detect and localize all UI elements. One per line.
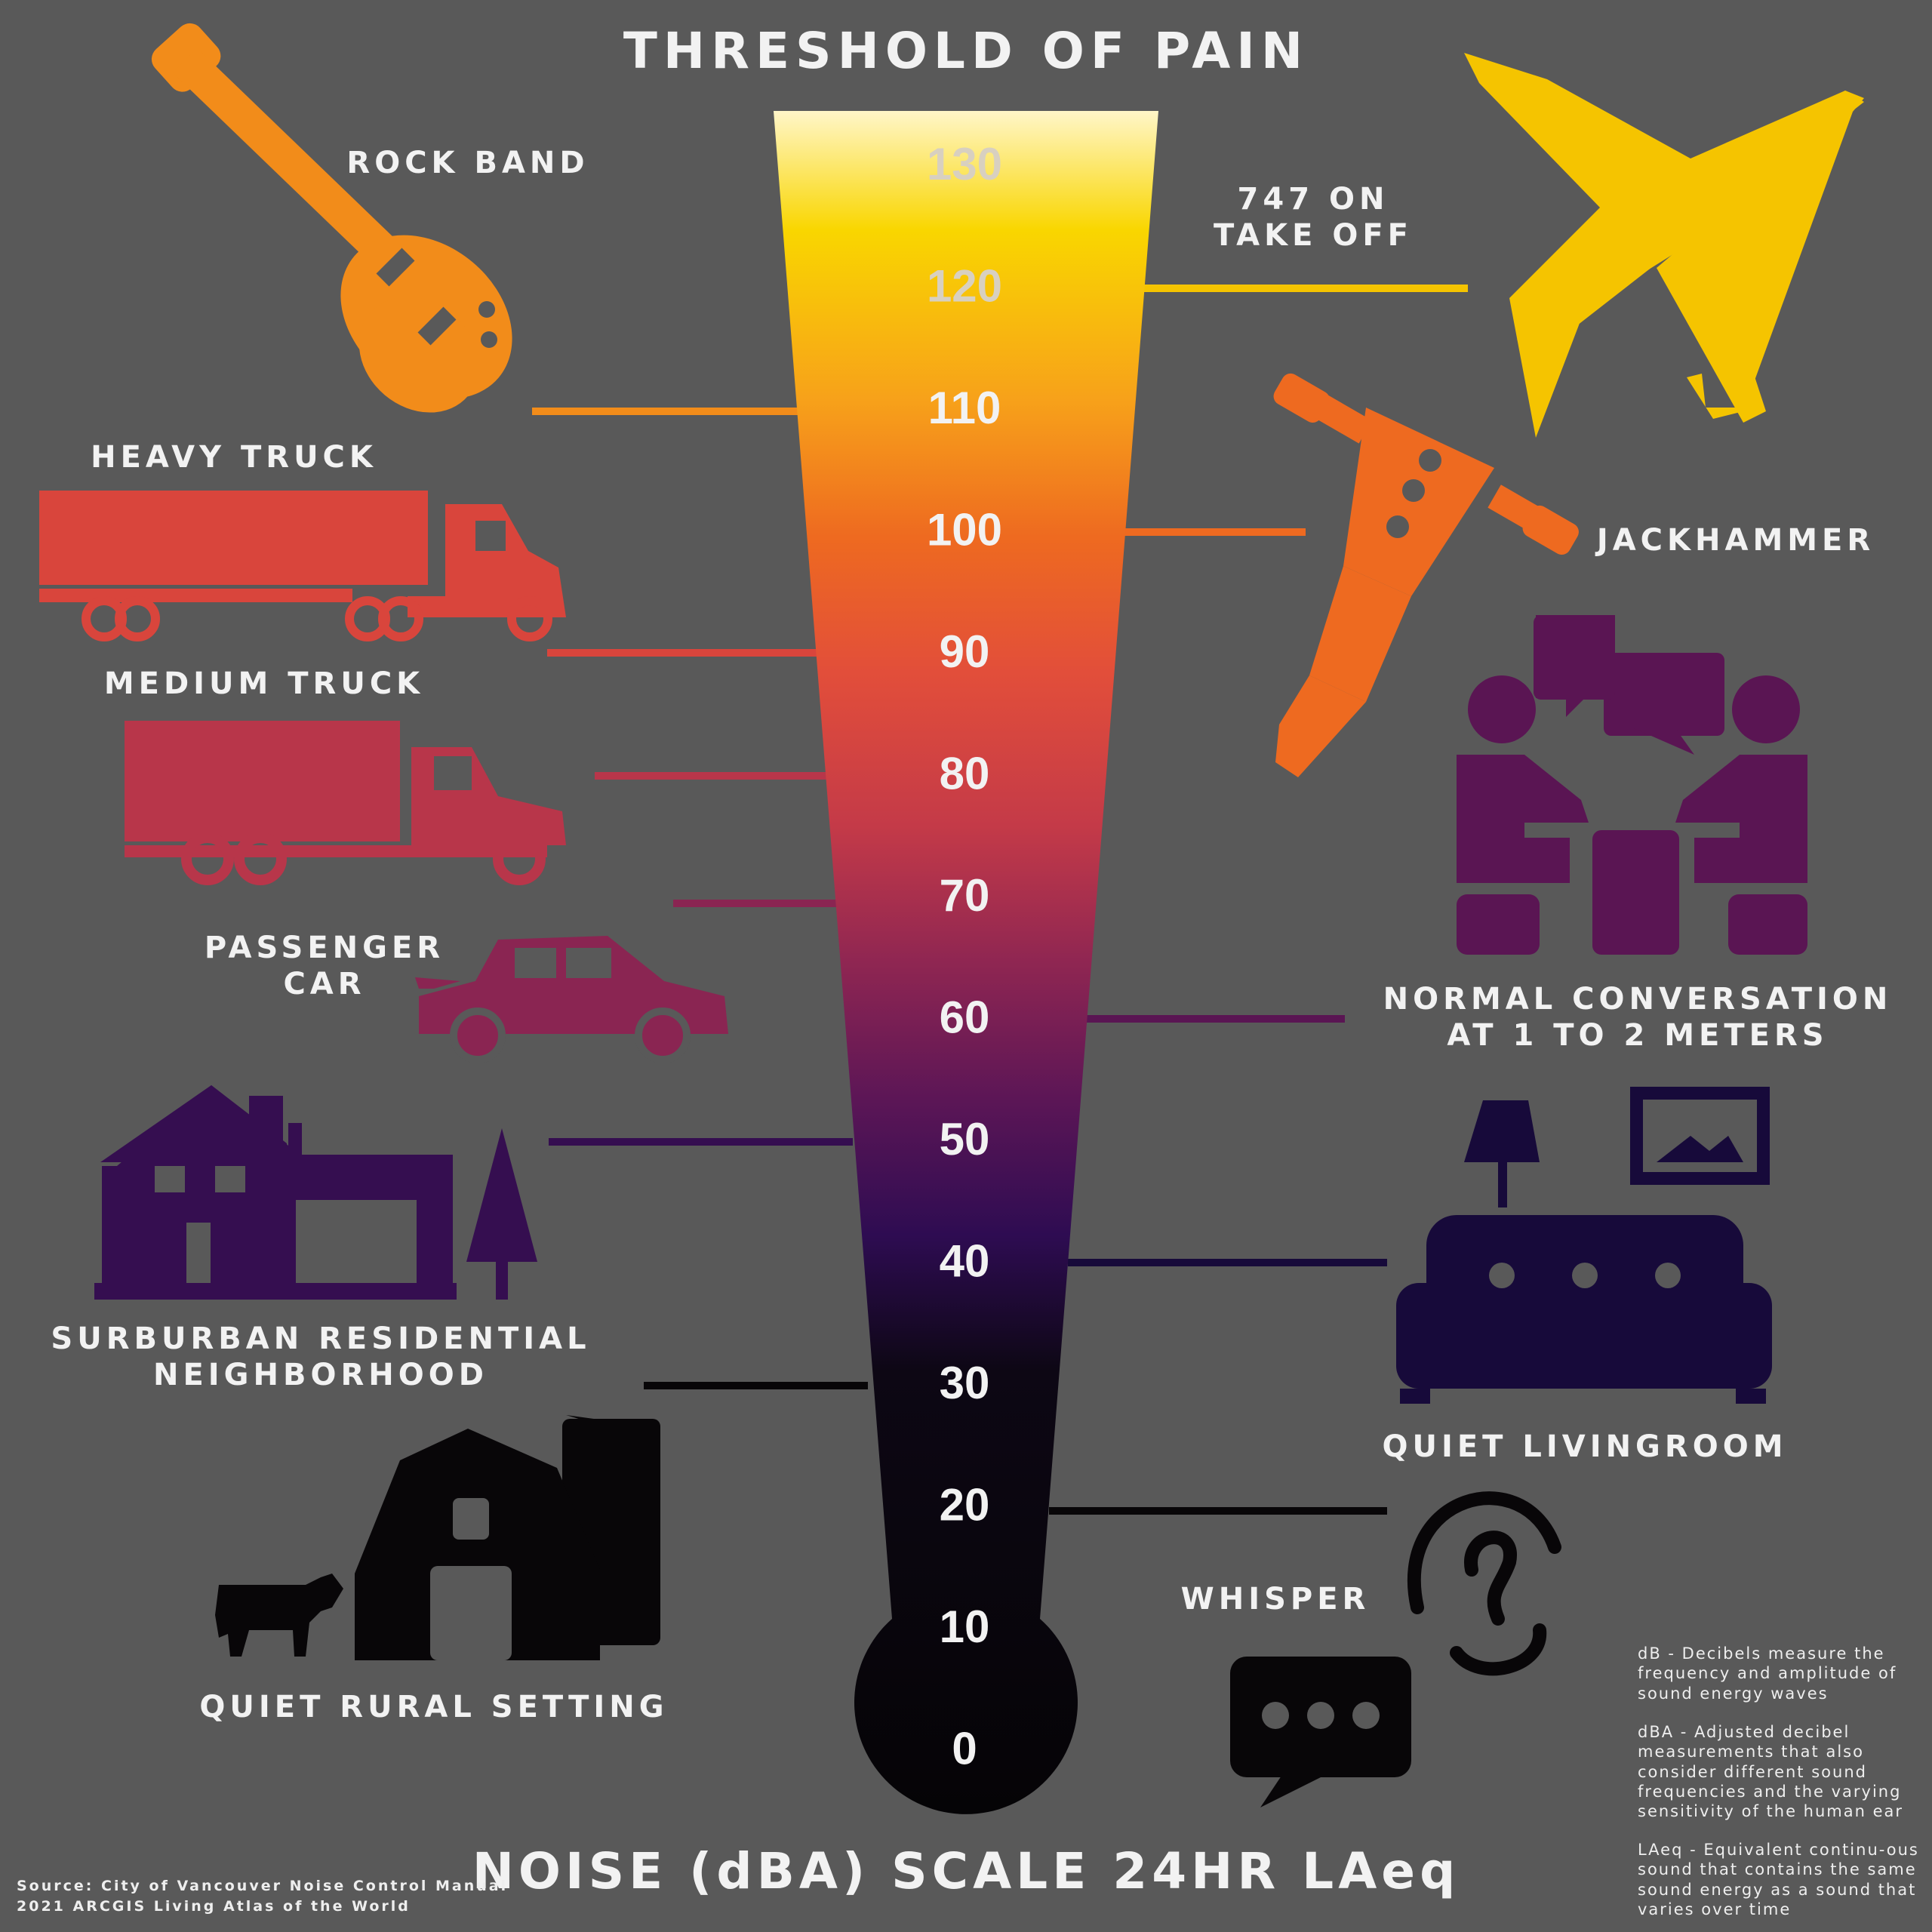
source-line-1: Source: City of Vancouver Noise Control … (17, 1878, 509, 1894)
scale-tick-40: 40 (940, 1236, 990, 1287)
guitar-icon (151, 23, 512, 413)
semi-truck-icon (39, 491, 566, 641)
airplane-icon (1464, 53, 1864, 438)
scale-tick-60: 60 (940, 992, 990, 1043)
label-rock-band: ROCK BAND (346, 146, 589, 180)
scale-tick-80: 80 (940, 749, 990, 799)
conversation-icon (1457, 615, 1807, 955)
label-medium-truck: MEDIUM TRUCK (103, 666, 425, 701)
sofa-icon (1396, 1087, 1772, 1404)
definition-db: dB - Decibels measure the frequency and … (1638, 1644, 1897, 1703)
whisper-bubble-icon (1230, 1657, 1411, 1807)
cow-icon (215, 1574, 343, 1657)
connector-lines (532, 285, 1468, 1515)
label-whisper: WHISPER (1180, 1582, 1371, 1617)
car-icon (415, 936, 728, 1063)
thermometer (774, 111, 1158, 1814)
ear-icon (1407, 1491, 1561, 1676)
jackhammer-icon (1273, 373, 1579, 777)
label-heavy-truck: HEAVY TRUCK (91, 440, 377, 475)
page-title: THRESHOLD OF PAIN (623, 22, 1309, 80)
label-passenger-car: PASSENGER CAR (204, 931, 445, 1001)
scale-tick-0: 0 (952, 1724, 977, 1774)
scale-tick-70: 70 (940, 870, 990, 921)
source-line-2: 2021 ARCGIS Living Atlas of the World (17, 1898, 411, 1915)
scale-tick-90: 90 (940, 626, 990, 677)
scale-tick-20: 20 (940, 1480, 990, 1531)
label-suburban: SURBURBAN RESIDENTIAL NEIGHBORHOOD (51, 1321, 591, 1392)
scale-tick-30: 30 (940, 1358, 990, 1408)
box-truck-icon (125, 721, 566, 885)
label-conversation: NORMAL CONVERSATION AT 1 TO 2 METERS (1383, 982, 1893, 1053)
barn-icon (355, 1415, 660, 1660)
scale-title: NOISE (dBA) SCALE 24HR LAeq (472, 1842, 1460, 1900)
definition-dba: dBA - Adjusted decibel measurements that… (1638, 1723, 1904, 1820)
scale-tick-130: 130 (927, 139, 1002, 189)
house-icon (94, 1085, 537, 1300)
label-747: 747 ON TAKE OFF (1213, 182, 1414, 253)
definition-laeq: LAeq - Equivalent continu-ous sound that… (1638, 1841, 1919, 1918)
scale-tick-50: 50 (940, 1114, 990, 1164)
label-jackhammer: JACKHAMMER (1596, 523, 1875, 558)
scale-tick-120: 120 (927, 261, 1002, 312)
label-livingroom: QUIET LIVINGROOM (1382, 1429, 1788, 1464)
scale-tick-10: 10 (940, 1601, 990, 1652)
scale-tick-110: 110 (928, 383, 1001, 433)
label-rural: QUIET RURAL SETTING (199, 1690, 669, 1724)
scale-tick-100: 100 (927, 505, 1002, 555)
